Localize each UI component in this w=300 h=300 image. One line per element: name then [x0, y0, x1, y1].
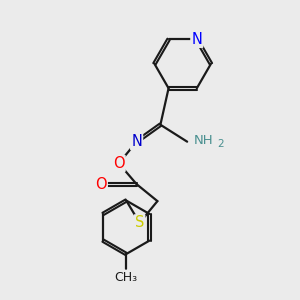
Text: O: O: [95, 177, 107, 192]
Text: O: O: [113, 156, 124, 171]
Text: N: N: [131, 134, 142, 149]
Text: 2: 2: [217, 139, 224, 149]
Text: N: N: [191, 32, 202, 47]
Text: NH: NH: [194, 134, 213, 147]
Text: CH₃: CH₃: [115, 271, 138, 284]
Text: S: S: [135, 215, 144, 230]
